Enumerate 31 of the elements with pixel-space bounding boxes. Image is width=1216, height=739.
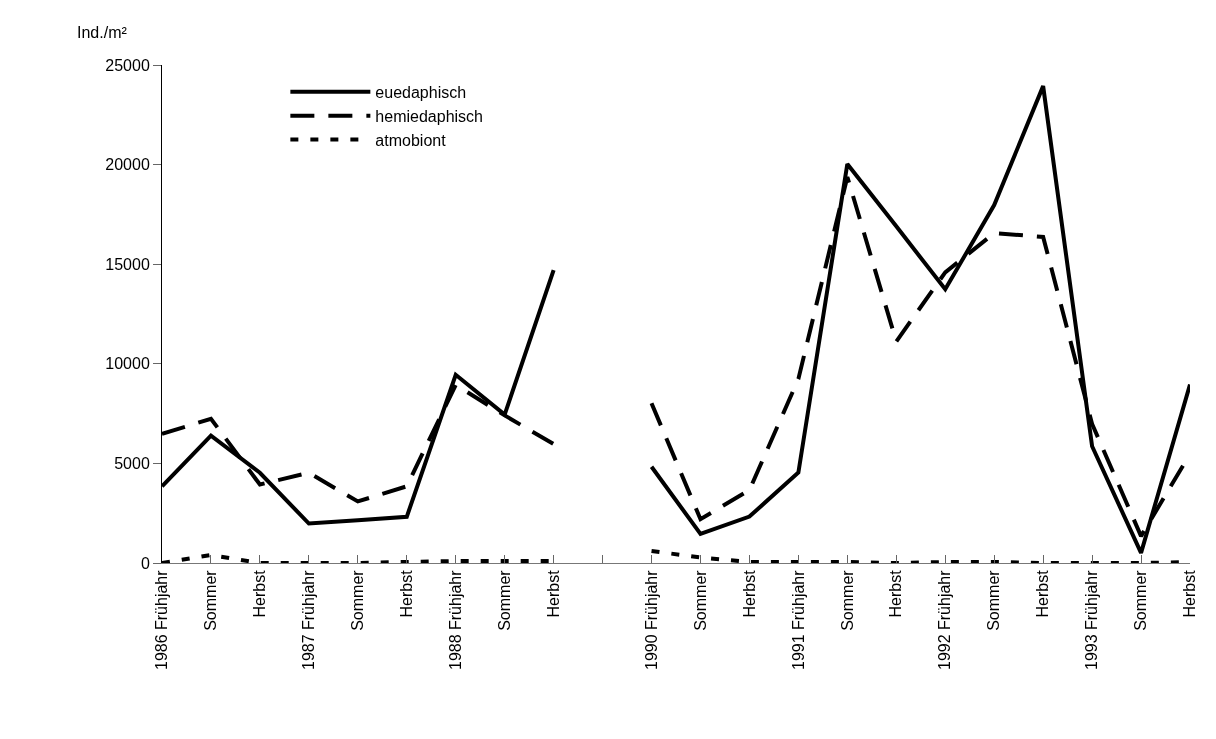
- x-tick-label: Herbst: [544, 569, 562, 618]
- x-tick-label: Sommer: [691, 569, 709, 631]
- x-tick-label: Sommer: [985, 569, 1003, 631]
- x-tick-label: Herbst: [251, 569, 269, 618]
- legend-label: atmobiont: [375, 131, 447, 149]
- x-tick-label: 1992 Frühjahr: [936, 569, 954, 671]
- x-tick-label: Herbst: [1181, 569, 1199, 618]
- y-tick-label: 0: [140, 554, 150, 572]
- x-tick-label: 1986 Frühjahr: [153, 569, 171, 671]
- y-tick-label: 10000: [105, 355, 150, 373]
- y-axis-title: Ind./m²: [77, 24, 128, 41]
- x-tick-label: Herbst: [740, 569, 758, 618]
- x-tick-label: Sommer: [495, 569, 513, 631]
- x-tick-label: Sommer: [1132, 569, 1150, 631]
- x-tick-label: 1993 Frühjahr: [1083, 569, 1101, 671]
- x-tick-label: Herbst: [1034, 569, 1052, 618]
- x-tick-label: Herbst: [397, 569, 415, 618]
- x-tick-label: Herbst: [887, 569, 905, 618]
- y-tick-label: 15000: [105, 255, 150, 273]
- y-tick-label: 20000: [105, 156, 150, 174]
- y-tick-label: 25000: [105, 56, 150, 74]
- legend-label: euedaphisch: [375, 84, 467, 102]
- x-tick-label: 1988 Frühjahr: [446, 569, 464, 671]
- legend-label: hemiedaphisch: [375, 107, 483, 125]
- y-tick-label: 5000: [114, 455, 150, 472]
- x-tick-label: 1987 Frühjahr: [300, 569, 318, 671]
- x-tick-label: Sommer: [838, 569, 856, 631]
- x-tick-label: 1991 Frühjahr: [789, 569, 807, 671]
- x-tick-label: 1990 Frühjahr: [642, 569, 660, 671]
- x-tick-label: Sommer: [349, 569, 367, 631]
- x-tick-label: Sommer: [202, 569, 220, 631]
